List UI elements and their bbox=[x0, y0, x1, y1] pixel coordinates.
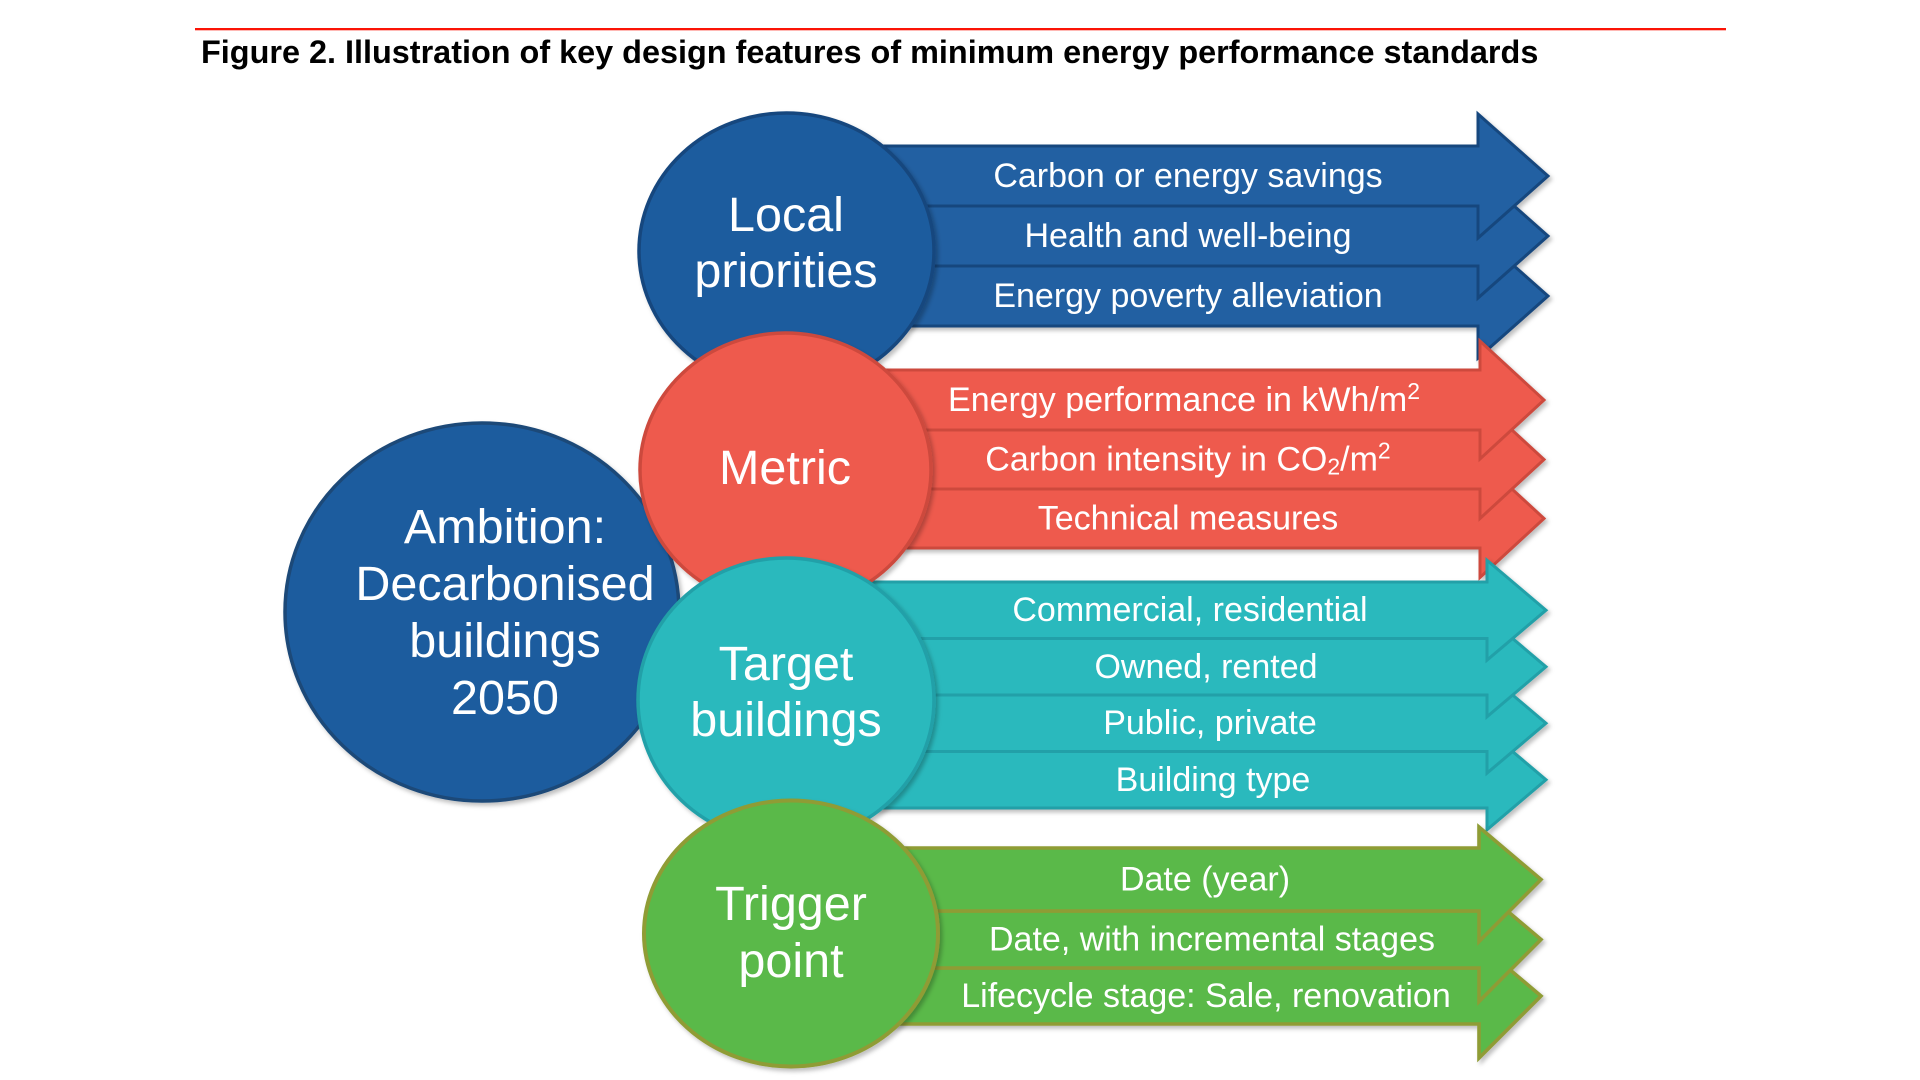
svg-text:Lifecycle stage: Sale, renovat: Lifecycle stage: Sale, renovation bbox=[961, 977, 1451, 1015]
svg-text:Metric: Metric bbox=[719, 441, 851, 495]
svg-text:Decarbonised: Decarbonised bbox=[355, 557, 654, 611]
svg-text:Technical measures: Technical measures bbox=[1038, 500, 1338, 538]
svg-text:Public, private: Public, private bbox=[1103, 704, 1317, 742]
svg-text:buildings: buildings bbox=[409, 614, 600, 668]
svg-text:Figure 2. Illustration of key: Figure 2. Illustration of key design fea… bbox=[201, 34, 1538, 70]
svg-text:Carbon or energy savings: Carbon or energy savings bbox=[993, 157, 1382, 195]
svg-text:Energy performance in kWh/m2: Energy performance in kWh/m2 bbox=[948, 378, 1420, 419]
svg-text:Date, with incremental stages: Date, with incremental stages bbox=[989, 921, 1435, 959]
svg-text:Energy poverty alleviation: Energy poverty alleviation bbox=[993, 277, 1382, 315]
svg-text:2050: 2050 bbox=[451, 671, 559, 725]
svg-text:Target: Target bbox=[719, 637, 854, 691]
svg-text:point: point bbox=[738, 934, 844, 988]
svg-text:Local: Local bbox=[728, 188, 844, 242]
svg-text:Health and well-being: Health and well-being bbox=[1025, 217, 1352, 255]
svg-text:buildings: buildings bbox=[690, 693, 881, 747]
svg-text:Date (year): Date (year) bbox=[1120, 861, 1290, 899]
svg-text:Ambition:: Ambition: bbox=[404, 500, 606, 554]
svg-text:Trigger: Trigger bbox=[715, 877, 867, 931]
svg-text:Owned, rented: Owned, rented bbox=[1094, 648, 1317, 686]
svg-text:Carbon intensity in CO2/m2: Carbon intensity in CO2/m2 bbox=[985, 438, 1390, 480]
svg-text:priorities: priorities bbox=[694, 244, 877, 298]
svg-text:Commercial, residential: Commercial, residential bbox=[1012, 591, 1367, 629]
svg-text:Building type: Building type bbox=[1116, 761, 1311, 799]
